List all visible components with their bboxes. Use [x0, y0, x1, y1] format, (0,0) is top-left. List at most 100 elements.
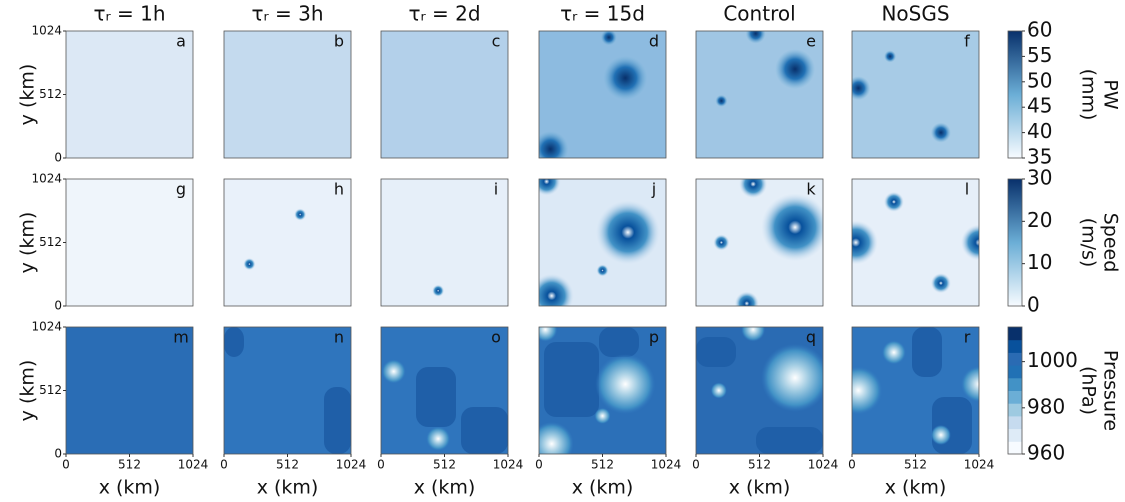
column-title: NoSGS — [881, 2, 949, 26]
x-tick-label: 0 — [62, 458, 70, 472]
panel: l — [834, 179, 997, 306]
colorbar-tick-label: 1000 — [1027, 348, 1078, 372]
colorbar-step — [1008, 352, 1022, 365]
panel-letter: h — [334, 180, 344, 199]
colorbar-step — [1008, 416, 1022, 429]
panel: d — [532, 29, 666, 167]
field-background — [224, 31, 351, 158]
vortex — [931, 425, 951, 445]
x-axis-label: x (km) — [99, 477, 161, 499]
panel-field — [66, 31, 193, 158]
vortex — [601, 29, 617, 45]
vortex — [761, 344, 829, 412]
vortex — [711, 383, 727, 399]
x-tick-label: 1024 — [808, 458, 839, 472]
y-axis-label: y (km) — [17, 360, 39, 422]
panel-field — [696, 24, 823, 158]
field-region — [416, 367, 456, 427]
panel-letter: l — [965, 180, 969, 199]
panel-field — [224, 31, 351, 158]
vortex — [761, 193, 829, 261]
panel: h — [224, 179, 351, 306]
vortex — [834, 367, 882, 415]
field-background — [66, 179, 193, 306]
field-region — [912, 327, 942, 377]
panel-letter: c — [492, 32, 501, 51]
x-tick-label: 0 — [377, 458, 385, 472]
x-axis-label: x (km) — [885, 477, 947, 499]
vortex — [596, 200, 660, 264]
y-tick-label: 0 — [54, 447, 62, 461]
panel: m — [66, 327, 193, 454]
vortex — [739, 170, 767, 198]
panel-letter: p — [649, 328, 659, 347]
vortex — [595, 354, 655, 414]
colorbar-step — [1008, 327, 1022, 340]
x-tick-label: 512 — [433, 458, 456, 472]
panel-field — [532, 29, 666, 167]
vortex — [533, 318, 557, 342]
panel-letter: i — [494, 180, 498, 199]
panel: p — [530, 318, 666, 466]
colorbar-tick-label: 60 — [1027, 18, 1052, 42]
field-region — [599, 327, 639, 357]
colorbar-step — [1008, 441, 1022, 454]
colorbar-tick-label: 50 — [1027, 68, 1052, 92]
vortex — [603, 56, 647, 100]
vortex — [294, 209, 306, 221]
column-title: τᵣ = 2d — [408, 2, 480, 26]
field-background — [224, 179, 351, 306]
panel: q — [696, 318, 829, 454]
colorbar-unit: (m/s) — [1078, 218, 1100, 268]
figure: τᵣ = 1hτᵣ = 3hτᵣ = 2dτᵣ = 15dControlNoSG… — [0, 0, 1125, 502]
vortex — [741, 318, 765, 342]
y-axis-label: y (km) — [17, 64, 39, 126]
vortex — [432, 285, 444, 297]
colorbar-tick-label: 10 — [1027, 250, 1052, 274]
panel: e — [696, 24, 823, 158]
colorbar-unit: (hPa) — [1078, 366, 1100, 415]
panel-field — [66, 179, 193, 306]
vortex — [532, 131, 568, 167]
panel-letter: k — [806, 180, 816, 199]
panel: i — [381, 179, 508, 306]
panel-letter: o — [491, 328, 501, 347]
colorbar-tick-label: 45 — [1027, 94, 1052, 118]
vortex — [530, 274, 574, 318]
panel-letter: n — [334, 328, 344, 347]
vortex — [713, 235, 729, 251]
field-region — [696, 337, 736, 367]
vortex — [426, 427, 450, 451]
y-tick-label: 0 — [54, 151, 62, 165]
field-region — [224, 327, 244, 357]
vortex — [834, 221, 878, 265]
vortex — [931, 273, 951, 293]
colorbar-tick-label: 55 — [1027, 43, 1052, 67]
colorbar-tick-label: 20 — [1027, 208, 1052, 232]
field-background — [696, 31, 823, 158]
colorbar-step — [1008, 403, 1022, 416]
x-tick-label: 512 — [276, 458, 299, 472]
x-tick-label: 1024 — [964, 458, 995, 472]
field-background — [66, 31, 193, 158]
vortex — [243, 258, 255, 270]
x-tick-label: 0 — [848, 458, 856, 472]
vortex — [884, 192, 904, 212]
x-axis-label: x (km) — [257, 477, 319, 499]
panel: a — [66, 31, 193, 158]
panel-letter: m — [173, 328, 189, 347]
vortex — [884, 50, 896, 62]
colorbar-tick-label: 40 — [1027, 119, 1052, 143]
y-tick-label: 1024 — [31, 172, 62, 186]
y-axis-label: y (km) — [17, 212, 39, 274]
field-background — [381, 31, 508, 158]
colorbar-unit: (mm) — [1078, 69, 1100, 121]
field-region — [756, 427, 823, 454]
y-tick-label: 512 — [39, 383, 62, 397]
colorbar-step — [1008, 340, 1022, 353]
column-title: τᵣ = 1h — [93, 2, 165, 26]
colorbar-label: Pressure — [1100, 350, 1122, 431]
y-tick-label: 512 — [39, 235, 62, 249]
x-axis-label: x (km) — [572, 477, 634, 499]
x-tick-label: 512 — [904, 458, 927, 472]
